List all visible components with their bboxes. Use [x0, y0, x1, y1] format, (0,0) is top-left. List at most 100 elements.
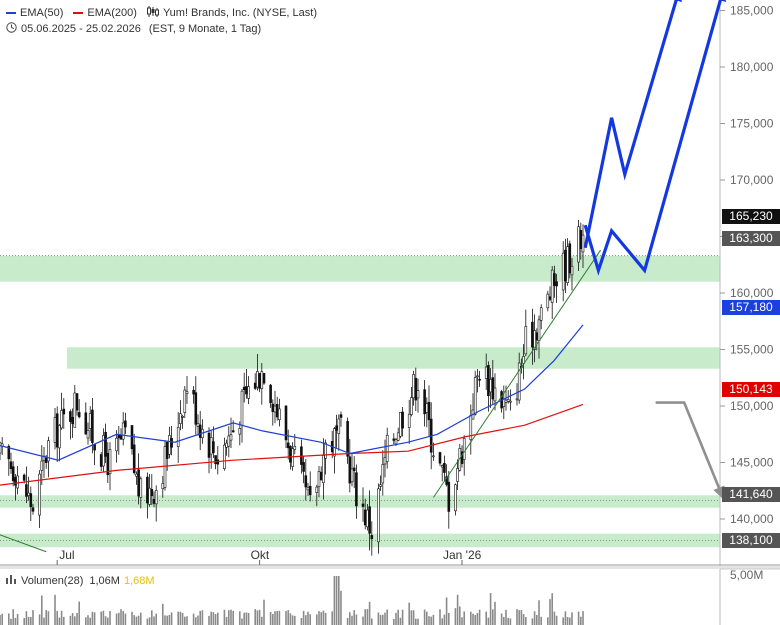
volume-bar: [335, 576, 338, 625]
volume-bar: [430, 616, 432, 625]
volume-bar: [258, 609, 261, 625]
volume-bar: [93, 612, 96, 625]
last-price-tag: 165,230: [722, 209, 780, 224]
volume-bar: [241, 618, 243, 625]
volume-bar: [186, 616, 188, 625]
volume-bar: [1, 613, 3, 625]
candle-body: [581, 234, 585, 253]
candle-body: [566, 246, 569, 283]
zone3-price-tag: 138,100: [722, 533, 780, 548]
candle-body: [258, 373, 261, 389]
candle-body: [194, 392, 198, 425]
candle-body: [198, 424, 202, 438]
candle-body: [73, 392, 77, 428]
candle-body: [548, 296, 552, 300]
candle-body: [247, 386, 250, 399]
candle-body: [355, 472, 358, 507]
candle-body: [570, 265, 574, 276]
x-tick-label: Okt: [251, 548, 270, 562]
volume-bar: [307, 611, 309, 625]
candle-body: [275, 404, 279, 418]
volume-bar: [16, 613, 19, 625]
volume-bar: [577, 611, 580, 625]
candle-body: [179, 413, 182, 424]
candle-body: [414, 377, 418, 401]
volume-bar: [60, 610, 63, 625]
volume-bar: [122, 610, 124, 625]
candle-body: [256, 371, 259, 388]
candle-body: [135, 473, 138, 477]
y-tick-label: 145,000: [730, 456, 774, 470]
candle-body: [377, 488, 380, 543]
candle-body: [348, 456, 352, 484]
candle-body: [212, 441, 215, 454]
volume-bar: [366, 609, 369, 625]
candle-body: [324, 442, 327, 459]
volume-bar: [256, 610, 259, 625]
volume-bar: [247, 613, 250, 625]
candle-body: [161, 483, 165, 490]
volume-bar: [474, 615, 476, 625]
date-range-row: 05.06.2025 - 25.02.2026 (EST, 9 Monate, …: [6, 22, 261, 36]
candle-body: [245, 386, 248, 395]
volume-bar: [177, 611, 179, 625]
volume-bar: [555, 615, 558, 625]
candle-body: [394, 439, 398, 445]
candle-body: [317, 471, 321, 488]
volume-bar: [353, 610, 355, 625]
volume-bar: [100, 611, 102, 625]
volume-bar: [133, 615, 135, 625]
volume-axis-label: 5,00M: [730, 568, 763, 582]
candle-body: [240, 390, 244, 426]
candle-body: [447, 481, 451, 512]
candle-body: [346, 421, 349, 457]
volume-bar: [287, 610, 289, 625]
candle-body: [366, 509, 369, 528]
candle-body: [368, 506, 371, 534]
volume-bar: [503, 616, 505, 625]
volume-bar: [89, 617, 91, 625]
volume-bar: [472, 613, 474, 625]
candle-body: [427, 401, 431, 421]
volume-bar: [417, 618, 419, 625]
volume-bar: [505, 609, 507, 625]
volume-bar: [155, 613, 157, 625]
candle-body: [146, 476, 149, 504]
candle-body: [207, 432, 211, 458]
candle-body: [302, 462, 305, 472]
volume-bar: [364, 609, 366, 625]
zone2-price-tag: 141,640: [722, 487, 780, 502]
volume-bar: [184, 616, 186, 625]
volume-bar: [168, 614, 171, 625]
candle-body: [443, 462, 446, 473]
volume-bar: [492, 609, 494, 625]
volume-bar: [448, 612, 450, 625]
volume-bar: [208, 615, 210, 625]
volume-bar: [426, 611, 428, 625]
volume-bar: [324, 612, 327, 625]
volume-bar: [23, 618, 25, 625]
candle-body: [124, 420, 127, 428]
candle-body: [77, 412, 81, 418]
candle-body: [491, 377, 495, 400]
candle-body: [300, 446, 303, 465]
forecast-path-3: [655, 401, 726, 501]
volume-bar: [368, 601, 371, 625]
candle-body: [253, 382, 257, 389]
volume-bar: [225, 616, 228, 625]
volume-bar: [124, 613, 127, 625]
candle-body: [289, 445, 292, 463]
candle-body: [399, 412, 402, 437]
candle-body: [93, 444, 96, 451]
support-zone-3: [0, 495, 720, 508]
candle-body: [152, 498, 156, 504]
volume-bar: [30, 616, 32, 625]
candle-body: [550, 269, 554, 303]
candle-body: [55, 413, 59, 448]
candle-body: [25, 484, 28, 497]
candle-body: [117, 434, 121, 439]
candle-body: [183, 389, 187, 413]
trendline-segment: [0, 534, 47, 553]
volume-bar: [115, 613, 118, 625]
